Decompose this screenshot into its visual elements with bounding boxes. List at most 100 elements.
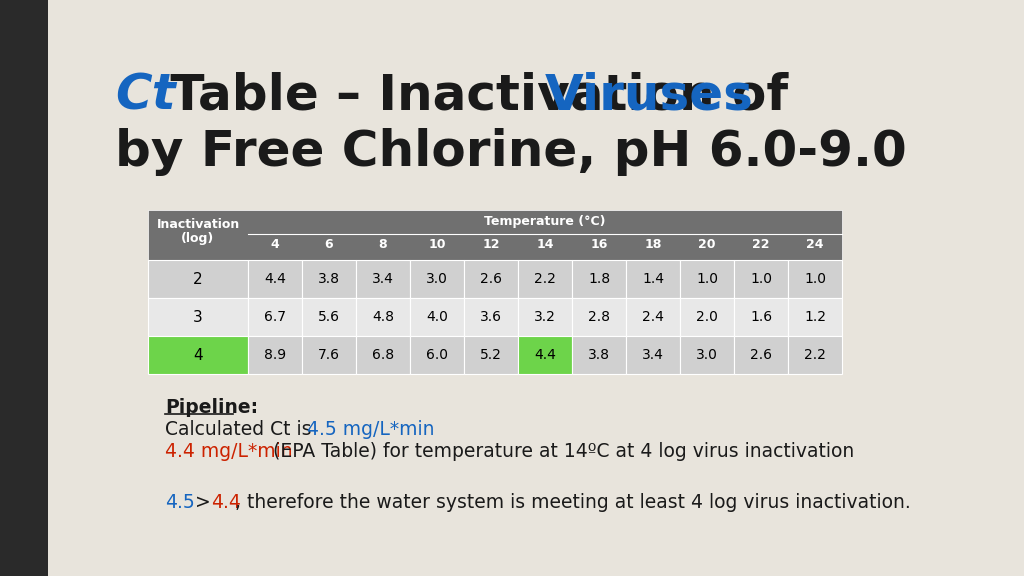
Text: Temperature (°C): Temperature (°C)	[484, 215, 606, 228]
Text: 22: 22	[753, 238, 770, 251]
FancyBboxPatch shape	[680, 336, 734, 374]
FancyBboxPatch shape	[572, 336, 626, 374]
FancyBboxPatch shape	[734, 260, 788, 298]
FancyBboxPatch shape	[464, 298, 518, 336]
Text: 2: 2	[194, 271, 203, 286]
FancyBboxPatch shape	[356, 298, 410, 336]
FancyBboxPatch shape	[788, 336, 842, 374]
Text: 20: 20	[698, 238, 716, 251]
FancyBboxPatch shape	[0, 0, 48, 576]
FancyBboxPatch shape	[464, 336, 518, 374]
Text: (log): (log)	[181, 232, 215, 245]
Text: 6.7: 6.7	[264, 310, 286, 324]
Text: >: >	[189, 492, 217, 511]
FancyBboxPatch shape	[148, 336, 248, 374]
Text: 8.9: 8.9	[264, 348, 286, 362]
Text: 1.0: 1.0	[696, 272, 718, 286]
Text: 24: 24	[806, 238, 823, 251]
Text: 6: 6	[325, 238, 334, 251]
FancyBboxPatch shape	[518, 260, 572, 298]
FancyBboxPatch shape	[248, 260, 302, 298]
Text: 4: 4	[270, 238, 280, 251]
Text: by Free Chlorine, pH 6.0-9.0: by Free Chlorine, pH 6.0-9.0	[115, 128, 906, 176]
FancyBboxPatch shape	[734, 336, 788, 374]
Text: 2.0: 2.0	[696, 310, 718, 324]
FancyBboxPatch shape	[572, 298, 626, 336]
Text: 5.2: 5.2	[480, 348, 502, 362]
Text: 12: 12	[482, 238, 500, 251]
Text: Ct: Ct	[115, 72, 176, 120]
Text: 3.2: 3.2	[535, 310, 556, 324]
FancyBboxPatch shape	[410, 336, 464, 374]
Text: Table – Inactivation of: Table – Inactivation of	[153, 72, 806, 120]
Text: 2.6: 2.6	[750, 348, 772, 362]
Text: 2.8: 2.8	[588, 310, 610, 324]
FancyBboxPatch shape	[410, 298, 464, 336]
FancyBboxPatch shape	[518, 298, 572, 336]
FancyBboxPatch shape	[302, 298, 356, 336]
FancyBboxPatch shape	[148, 260, 248, 298]
FancyBboxPatch shape	[680, 298, 734, 336]
Text: 2.6: 2.6	[480, 272, 502, 286]
Text: Inactivation: Inactivation	[157, 218, 240, 231]
Text: 14: 14	[537, 238, 554, 251]
FancyBboxPatch shape	[148, 298, 248, 336]
Text: 4.4 mg/L*min: 4.4 mg/L*min	[165, 442, 293, 461]
Text: 4.4: 4.4	[535, 348, 556, 362]
Text: 18: 18	[644, 238, 662, 251]
Text: 4.0: 4.0	[426, 310, 447, 324]
Text: Viruses: Viruses	[545, 72, 754, 120]
FancyBboxPatch shape	[148, 210, 842, 260]
FancyBboxPatch shape	[248, 298, 302, 336]
Text: 1.0: 1.0	[750, 272, 772, 286]
Text: 8: 8	[379, 238, 387, 251]
Text: 1.4: 1.4	[642, 272, 664, 286]
FancyBboxPatch shape	[626, 336, 680, 374]
Text: (EPA Table) for temperature at 14ºC at 4 log virus inactivation: (EPA Table) for temperature at 14ºC at 4…	[267, 442, 854, 461]
Text: 3.8: 3.8	[588, 348, 610, 362]
Text: 1.8: 1.8	[588, 272, 610, 286]
FancyBboxPatch shape	[680, 260, 734, 298]
Text: 3.6: 3.6	[480, 310, 502, 324]
Text: Pipeline:: Pipeline:	[165, 398, 258, 417]
Text: 5.6: 5.6	[318, 310, 340, 324]
Text: 4.4: 4.4	[264, 272, 286, 286]
FancyBboxPatch shape	[248, 336, 302, 374]
Text: 4.5 mg/L*min: 4.5 mg/L*min	[307, 420, 434, 439]
Text: 4: 4	[194, 347, 203, 362]
FancyBboxPatch shape	[626, 298, 680, 336]
Text: 3.8: 3.8	[318, 272, 340, 286]
Text: 16: 16	[590, 238, 607, 251]
FancyBboxPatch shape	[464, 260, 518, 298]
Text: 4.5: 4.5	[165, 492, 195, 511]
Text: Calculated Ct is: Calculated Ct is	[165, 420, 317, 439]
Text: 1.2: 1.2	[804, 310, 826, 324]
FancyBboxPatch shape	[518, 336, 572, 374]
Text: , therefore the water system is meeting at least 4 log virus inactivation.: , therefore the water system is meeting …	[234, 492, 910, 511]
FancyBboxPatch shape	[302, 336, 356, 374]
Text: 2.4: 2.4	[642, 310, 664, 324]
Text: 3: 3	[194, 309, 203, 324]
FancyBboxPatch shape	[788, 260, 842, 298]
FancyBboxPatch shape	[626, 260, 680, 298]
FancyBboxPatch shape	[788, 298, 842, 336]
Text: 2.2: 2.2	[804, 348, 826, 362]
Text: 3.0: 3.0	[426, 272, 447, 286]
Text: 6.0: 6.0	[426, 348, 449, 362]
Text: 3.4: 3.4	[372, 272, 394, 286]
FancyBboxPatch shape	[410, 260, 464, 298]
FancyBboxPatch shape	[572, 260, 626, 298]
Text: 1.0: 1.0	[804, 272, 826, 286]
FancyBboxPatch shape	[302, 260, 356, 298]
FancyBboxPatch shape	[356, 336, 410, 374]
Text: 10: 10	[428, 238, 445, 251]
Text: 7.6: 7.6	[318, 348, 340, 362]
Text: 1.6: 1.6	[750, 310, 772, 324]
Text: 4.4: 4.4	[211, 492, 241, 511]
Text: 3.0: 3.0	[696, 348, 718, 362]
Text: 3.4: 3.4	[642, 348, 664, 362]
Text: 6.8: 6.8	[372, 348, 394, 362]
FancyBboxPatch shape	[356, 260, 410, 298]
Text: 2.2: 2.2	[535, 272, 556, 286]
FancyBboxPatch shape	[734, 298, 788, 336]
